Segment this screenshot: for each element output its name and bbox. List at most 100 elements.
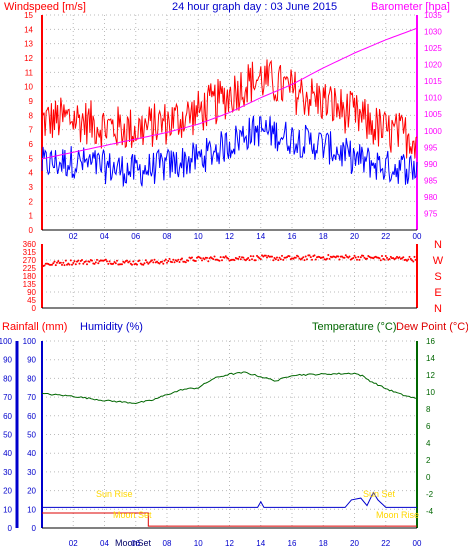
- series-windspeed-line: [41, 115, 418, 187]
- moonset-label: Moon Set: [113, 510, 152, 520]
- y-tick-label: 1: [29, 212, 34, 221]
- direction-point: [256, 254, 258, 257]
- x-tick-label: 22: [381, 232, 390, 241]
- direction-point: [386, 256, 388, 259]
- y-tick-label: 70: [27, 393, 36, 402]
- y-tick-label: 10: [27, 505, 36, 514]
- y-tick-label: 90: [27, 288, 36, 297]
- direction-point: [302, 256, 305, 259]
- y-tick-label: 2: [29, 197, 34, 206]
- y-tick-label: 8: [29, 111, 34, 120]
- dewpoint-axis-label: Dew Point (°C): [396, 321, 468, 333]
- direction-point: [69, 259, 72, 262]
- direction-point: [412, 260, 415, 263]
- direction-point: [201, 259, 203, 262]
- y-tick-label: 90: [27, 356, 36, 365]
- direction-point: [313, 254, 316, 257]
- direction-point: [278, 256, 281, 259]
- y2-tick-label: -2: [426, 490, 434, 499]
- direction-point: [53, 260, 56, 263]
- y2-tick-label: 1035: [424, 11, 442, 20]
- direction-point: [233, 259, 236, 262]
- y-tick-label: 6: [29, 140, 34, 149]
- direction-point: [248, 259, 251, 262]
- y2-tick-label: 0: [426, 473, 431, 482]
- humidity-axis-label: Humidity (%): [80, 321, 143, 333]
- direction-point: [74, 263, 77, 266]
- compass-label: W: [433, 255, 444, 267]
- direction-point: [166, 261, 168, 264]
- direction-point: [181, 257, 183, 260]
- compass-label: S: [434, 271, 441, 283]
- direction-point: [383, 258, 386, 261]
- direction-point: [153, 258, 156, 261]
- direction-point: [167, 260, 170, 262]
- direction-point: [381, 255, 383, 257]
- direction-point: [353, 254, 356, 257]
- direction-point: [161, 260, 163, 263]
- x-tick-label: 10: [194, 539, 203, 548]
- baro-y-ticks: 975 980 985 990 995 1000 1005 1010 1015 1020 1025 1…: [424, 11, 442, 218]
- temperature-y-ticks: -4 -2 0 2 4 6 8 10 12 14 16: [426, 337, 435, 516]
- y-tick-label: 0: [32, 304, 37, 313]
- compass-label: N: [434, 239, 442, 251]
- direction-point: [306, 258, 308, 261]
- direction-point: [88, 260, 91, 263]
- x-tick-label: 20: [350, 232, 359, 241]
- direction-point: [406, 259, 408, 262]
- direction-point: [366, 257, 368, 260]
- direction-point: [279, 258, 282, 261]
- direction-point: [81, 259, 83, 261]
- barometer-axis-label: Barometer [hpa]: [371, 1, 450, 13]
- direction-point: [143, 262, 146, 265]
- x-tick-label: 14: [256, 539, 265, 548]
- y-tick-label: 3: [29, 183, 34, 192]
- y-tick-label: 180: [23, 272, 37, 281]
- y-tick-label: 13: [24, 40, 33, 49]
- direction-point: [72, 262, 75, 264]
- direction-point: [254, 259, 257, 262]
- direction-point: [107, 262, 110, 265]
- y-tick-label: 12: [24, 54, 33, 63]
- rain-tick-label: 60: [3, 412, 12, 421]
- direction-point: [379, 259, 382, 262]
- direction-point: [52, 262, 55, 265]
- y2-tick-label: 8: [426, 405, 431, 414]
- direction-point: [168, 257, 171, 260]
- compass-label: N: [434, 303, 442, 315]
- y-tick-label: 80: [27, 374, 36, 383]
- direction-point: [388, 258, 391, 260]
- direction-point: [327, 254, 330, 256]
- rain-tick-label: 20: [3, 487, 12, 496]
- direction-point: [142, 263, 145, 266]
- direction-point: [112, 262, 115, 265]
- direction-point: [259, 258, 262, 261]
- direction-point: [106, 260, 108, 263]
- rain-tick-label: 90: [3, 356, 12, 365]
- x-tick-label: 16: [288, 232, 297, 241]
- direction-point: [416, 260, 418, 263]
- direction-point: [362, 254, 365, 257]
- direction-point: [219, 256, 222, 259]
- direction-point: [164, 258, 167, 261]
- direction-point: [224, 255, 227, 258]
- direction-point: [322, 256, 325, 259]
- direction-point: [343, 256, 346, 259]
- temp-x-ticks: 02 04 06 08 10 12 14 16 18 20 22 00: [69, 539, 422, 548]
- direction-point: [187, 259, 190, 262]
- y2-tick-label: -4: [426, 507, 434, 516]
- direction-point: [314, 258, 317, 261]
- direction-point: [66, 263, 68, 266]
- y-tick-label: 360: [23, 240, 37, 249]
- direction-point: [402, 256, 405, 259]
- x-tick-label: 08: [163, 539, 172, 548]
- direction-point: [271, 255, 273, 258]
- direction-point: [148, 261, 151, 264]
- direction-point: [51, 263, 53, 266]
- direction-point: [337, 255, 340, 258]
- y-tick-label: 315: [23, 248, 37, 257]
- y-tick-label: 45: [27, 296, 36, 305]
- direction-point: [123, 261, 126, 264]
- x-tick-label: 04: [100, 232, 109, 241]
- x-tick-label: 18: [319, 539, 328, 548]
